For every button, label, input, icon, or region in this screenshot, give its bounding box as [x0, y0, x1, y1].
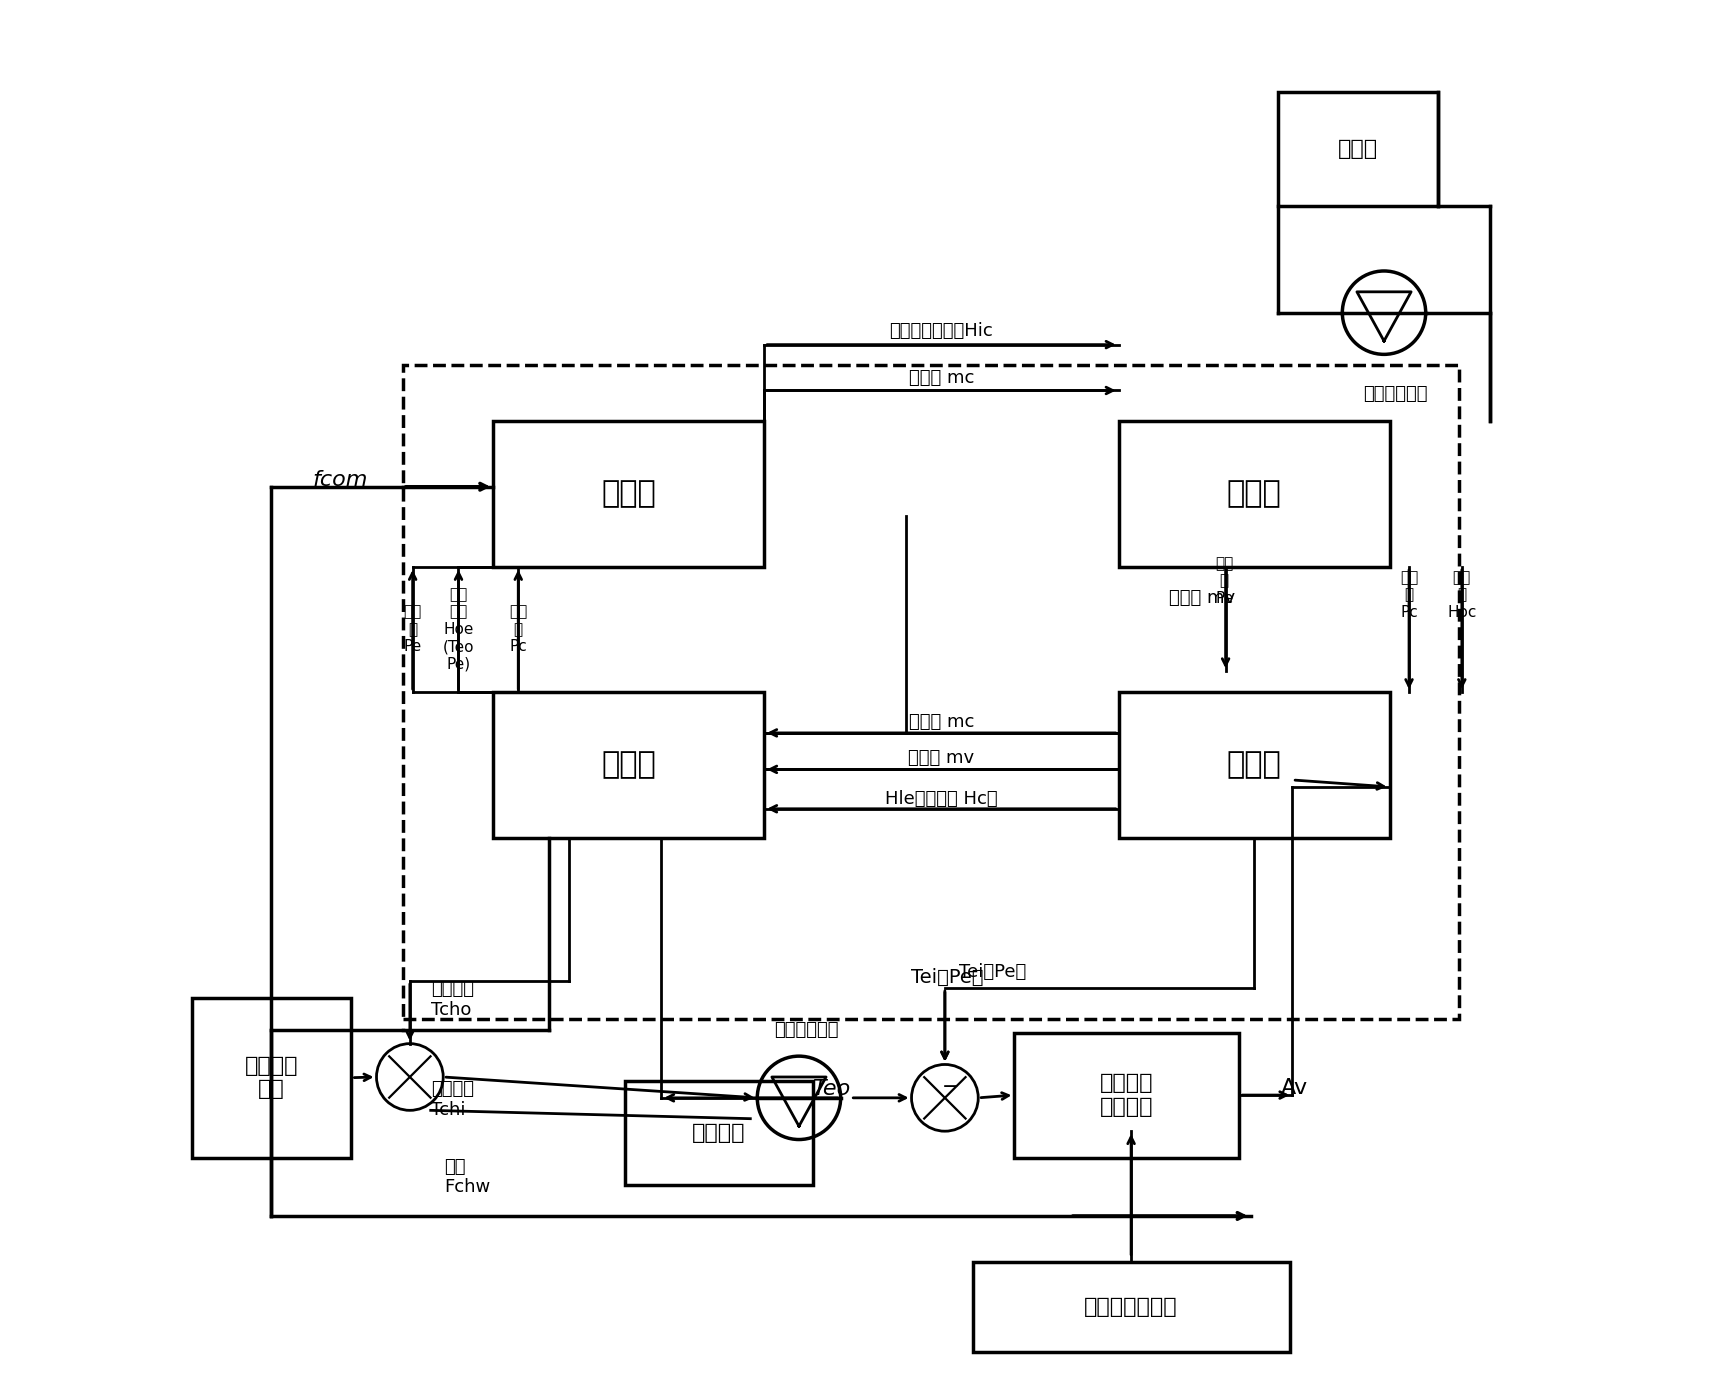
- Text: 冷却塔: 冷却塔: [1339, 138, 1378, 159]
- Bar: [1278, 92, 1439, 206]
- Text: Teo: Teo: [812, 1079, 851, 1099]
- Bar: [1118, 421, 1389, 568]
- Text: 测量系统
负荷: 测量系统 负荷: [245, 1055, 298, 1099]
- Text: 压缩机出口焓值Hic: 压缩机出口焓值Hic: [889, 322, 992, 340]
- Bar: [1118, 692, 1389, 837]
- Text: 冷却水循环泵: 冷却水循环泵: [1363, 384, 1427, 403]
- Bar: [403, 365, 1459, 1019]
- Text: 末端负荷: 末端负荷: [693, 1123, 746, 1144]
- Text: 冷凝器: 冷凝器: [1227, 480, 1282, 509]
- Text: 膨胀阀 mv: 膨胀阀 mv: [908, 749, 975, 768]
- Text: Hle（冷凝器 Hc）: Hle（冷凝器 Hc）: [886, 790, 998, 808]
- Text: 冷凝
器
Hoc: 冷凝 器 Hoc: [1447, 570, 1477, 619]
- Bar: [191, 998, 351, 1158]
- Text: 压缩机 mc: 压缩机 mc: [908, 713, 973, 731]
- Text: Tei（Pe）: Tei（Pe）: [958, 963, 1025, 981]
- Text: 冷媒水循环泵: 冷媒水循环泵: [774, 1022, 837, 1040]
- Text: 最优过热度计算: 最优过热度计算: [1084, 1297, 1179, 1317]
- Bar: [973, 1262, 1289, 1352]
- Text: 流量
Fchw: 流量 Fchw: [445, 1158, 491, 1197]
- Text: 膨胀阀 mv: 膨胀阀 mv: [1168, 589, 1235, 607]
- Text: 蒸发
器
Pe: 蒸发 器 Pe: [1215, 556, 1234, 605]
- Text: Tei（Pe）: Tei（Pe）: [911, 967, 984, 987]
- Bar: [493, 692, 765, 837]
- Text: 回水温度
Tcho: 回水温度 Tcho: [431, 980, 474, 1019]
- Text: 冷凝
器
Pc: 冷凝 器 Pc: [508, 604, 527, 654]
- Text: 压缩机 mc: 压缩机 mc: [908, 369, 973, 387]
- Text: −: −: [942, 1076, 960, 1096]
- Text: 膨胀阀: 膨胀阀: [1227, 751, 1282, 780]
- Text: 供水温度
Tchi: 供水温度 Tchi: [431, 1079, 474, 1118]
- Bar: [493, 421, 765, 568]
- Text: 蒸发器: 蒸发器: [601, 751, 656, 780]
- Text: 压缩机: 压缩机: [601, 480, 656, 509]
- Text: fcom: fcom: [314, 470, 369, 489]
- Text: 蒸发
器
Pe: 蒸发 器 Pe: [403, 604, 422, 654]
- Bar: [625, 1081, 813, 1186]
- Bar: [1015, 1033, 1239, 1158]
- Text: Av: Av: [1282, 1078, 1308, 1097]
- Text: 蒸发器过
热控制器: 蒸发器过 热控制器: [1101, 1074, 1154, 1117]
- Text: 蒸发
器器
Hoe
(Teo
Pe): 蒸发 器器 Hoe (Teo Pe): [443, 587, 474, 672]
- Text: 冷凝
器
Pc: 冷凝 器 Pc: [1399, 570, 1418, 619]
